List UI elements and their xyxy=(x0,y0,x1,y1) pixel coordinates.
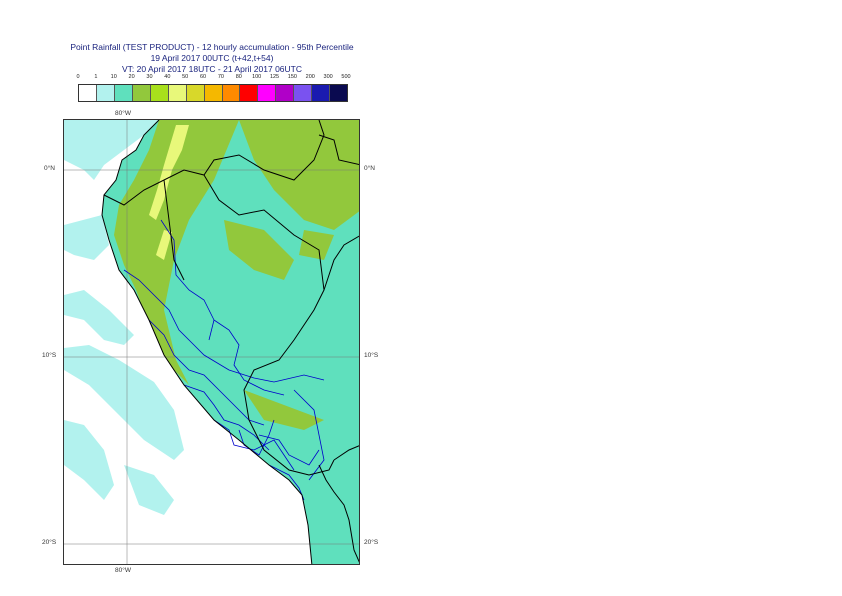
heavy-rain-patch xyxy=(314,165,359,200)
lat-label-0-left: 0°N xyxy=(44,165,55,172)
ocean-rain-patch xyxy=(64,120,159,180)
title-line-1: Point Rainfall (TEST PRODUCT) - 12 hourl… xyxy=(70,42,354,52)
heavy-rain-patch xyxy=(244,390,324,430)
legend-tick-label: 100 xyxy=(252,74,262,80)
legend-swatch xyxy=(168,85,187,101)
legend-swatch xyxy=(240,85,259,101)
national-border-line xyxy=(318,134,359,166)
legend-tick-label: 125 xyxy=(269,74,280,80)
ocean-rain-patch xyxy=(64,345,184,460)
heavy-rain-patch xyxy=(224,220,294,280)
color-legend: 0 1 10 20 30 40 50 60 70 80 100 125 150 200 300 500 xyxy=(76,74,351,102)
lat-label-0-right: 0°N xyxy=(364,165,375,172)
legend-swatch xyxy=(276,85,295,101)
lat-label-10-left: 10°S xyxy=(42,352,57,359)
legend-swatch xyxy=(186,85,205,101)
legend-swatch xyxy=(294,85,313,101)
national-border-line xyxy=(333,445,359,461)
legend-tick-label: 30 xyxy=(146,74,153,80)
legend-swatch xyxy=(114,85,133,101)
legend-swatch xyxy=(222,85,241,101)
legend-swatch xyxy=(330,85,348,101)
regional-border-line xyxy=(213,319,285,396)
national-border-line xyxy=(103,120,325,206)
regional-border-line xyxy=(213,419,295,471)
legend-tick-label: 150 xyxy=(287,74,297,80)
legend-tick-label: 80 xyxy=(235,74,242,80)
legend-swatch xyxy=(79,85,97,101)
legend-tick-label: 0 xyxy=(76,74,80,80)
national-borders xyxy=(101,120,359,564)
chart-title: Point Rainfall (TEST PRODUCT) - 12 hourl… xyxy=(0,42,424,75)
legend-tick-label: 500 xyxy=(341,74,351,80)
peak-rain-patch xyxy=(149,125,189,220)
legend-tick-label: 60 xyxy=(200,74,207,80)
legend-tick-label: 40 xyxy=(164,74,171,80)
regional-border-line xyxy=(123,269,325,383)
legend-swatch xyxy=(132,85,151,101)
ocean-rain-area xyxy=(64,120,184,515)
national-border-line xyxy=(203,174,335,476)
lat-label-20-right: 20°S xyxy=(364,539,379,546)
peak-rain-patch xyxy=(156,230,172,260)
regional-border-line xyxy=(293,389,325,481)
national-border-line xyxy=(323,235,359,291)
regional-border-line xyxy=(258,434,320,466)
legend-tick-label: 70 xyxy=(217,74,224,80)
lat-label-10-right: 10°S xyxy=(364,352,379,359)
map-panel xyxy=(63,119,360,565)
national-border-line xyxy=(163,179,185,281)
lon-label-bottom: 80°W xyxy=(115,567,131,574)
legend-tick-label: 200 xyxy=(305,74,315,80)
title-line-3: VT: 20 April 2017 18UTC - 21 April 2017 … xyxy=(121,64,302,74)
ocean-rain-patch xyxy=(64,290,134,345)
ocean-rain-patch xyxy=(64,420,114,500)
lat-label-20-left: 20°S xyxy=(42,539,57,546)
ocean-rain-patch xyxy=(124,465,174,515)
legend-swatch xyxy=(258,85,277,101)
title-line-2: 19 April 2017 00UTC (t+42,t+54) xyxy=(150,53,274,63)
legend-tick-label: 20 xyxy=(128,74,135,80)
legend-swatch xyxy=(312,85,331,101)
legend-color-bar xyxy=(78,84,348,102)
legend-swatch xyxy=(204,85,223,101)
legend-tick-row: 0 1 10 20 30 40 50 60 70 80 100 125 150 200 300 500 xyxy=(76,74,351,83)
legend-tick-label: 300 xyxy=(323,74,333,80)
lon-label-top: 80°W xyxy=(115,110,131,117)
regional-border-line xyxy=(148,319,265,426)
heavy-rain-patch xyxy=(239,120,359,230)
national-border-line xyxy=(318,464,359,563)
legend-tick-label: 50 xyxy=(182,74,189,80)
heavy-rain-patch xyxy=(299,230,334,260)
heavy-rain-patch xyxy=(114,120,239,385)
graticule xyxy=(64,120,359,564)
legend-tick-label: 1 xyxy=(94,74,98,80)
ocean-rain-patch xyxy=(64,215,109,260)
rainfall-map xyxy=(64,120,359,564)
regional-border-line xyxy=(238,419,275,456)
legend-swatch xyxy=(96,85,115,101)
national-border-line xyxy=(101,120,313,564)
legend-tick-label: 10 xyxy=(110,74,117,80)
legend-swatch xyxy=(150,85,169,101)
regional-border-line xyxy=(183,384,270,451)
heavy-rain-area xyxy=(114,120,359,430)
